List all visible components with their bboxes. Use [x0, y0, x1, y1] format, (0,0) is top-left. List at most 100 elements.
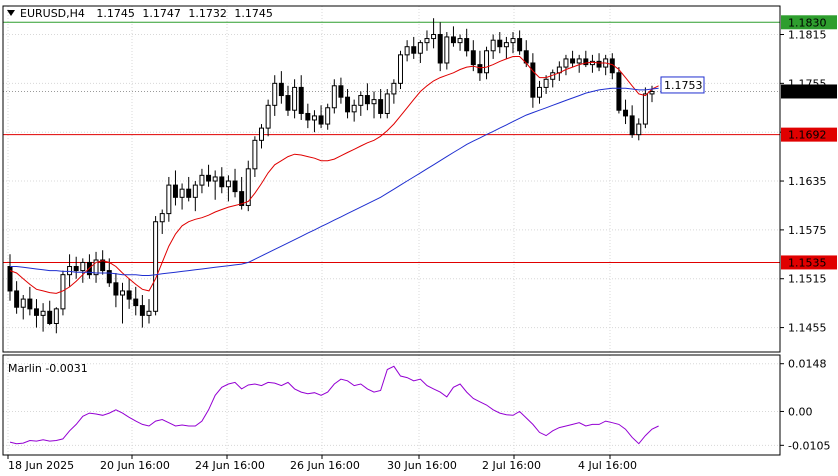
candle-body [444, 36, 450, 64]
candle-body [358, 95, 364, 106]
candle-body [199, 174, 205, 186]
candle-body [53, 308, 59, 325]
candle-body [576, 58, 582, 64]
candle-body [404, 46, 410, 56]
candle-body [113, 282, 119, 296]
candle-body [417, 42, 423, 54]
candle-body [450, 36, 456, 44]
candle-body [391, 82, 397, 95]
candle-body [212, 176, 218, 182]
candle-body [93, 259, 99, 276]
price-tick-label: 1.1575 [788, 224, 827, 237]
candle-body [259, 127, 264, 141]
candle-body [351, 104, 357, 113]
candle-body [384, 93, 390, 114]
indicator-label: Marlin -0.0031 [8, 362, 88, 375]
fast_ma-line [9, 56, 659, 294]
candle-body [490, 39, 496, 52]
candle-body [629, 115, 635, 136]
candle-body [172, 184, 178, 198]
ma-value-badge [660, 76, 705, 94]
candle-body [543, 78, 549, 88]
candle-body [338, 85, 344, 98]
current-price-label: 1.1745 [788, 85, 827, 98]
time-tick-label: 18 Jun 2025 [8, 459, 74, 472]
candle-body [530, 62, 536, 98]
candle-body [139, 305, 145, 316]
candle-body [364, 95, 370, 105]
candlesticks [7, 18, 655, 334]
price-tick-label: 1.1455 [788, 322, 827, 335]
candle-body [570, 58, 576, 64]
candle-body [153, 221, 159, 312]
candle-body [40, 310, 46, 316]
candle-body [106, 270, 112, 284]
candle-body [120, 290, 126, 296]
candle-body [636, 123, 642, 136]
current-price-badge [781, 84, 837, 99]
candle-body [20, 298, 26, 308]
candle-body [371, 99, 377, 105]
candle-body [318, 115, 324, 125]
candle-body [616, 72, 622, 111]
candle-body [100, 259, 106, 272]
candle-body [126, 290, 132, 300]
moving-averages [9, 56, 659, 294]
candle-body [510, 38, 516, 44]
price-tick-label: 1.1515 [788, 273, 827, 286]
candle-body [457, 38, 463, 44]
ma-value-label: 1.1753 [664, 79, 703, 92]
candle-body [437, 33, 443, 64]
candle-body [14, 290, 20, 308]
candle-body [166, 184, 172, 215]
header-low: 1.1732 [188, 7, 227, 20]
level-badge-label: 1.1830 [788, 16, 827, 29]
candle-body [33, 308, 39, 316]
candle-body [398, 54, 403, 84]
oscillator-tick-label: -0.0105 [788, 439, 830, 452]
symbol-label: EURUSD,H4 1.1745 1.1747 1.1732 1.1745 [20, 7, 273, 20]
candle-body [642, 93, 648, 125]
candle-body [239, 191, 245, 206]
candle-body [285, 95, 291, 111]
candle-body [583, 58, 589, 66]
candle-body [7, 266, 13, 292]
candle-body [133, 298, 139, 307]
candle-body [378, 99, 384, 114]
oscillator-axis: 0.0148 0.00 -0.0105 [780, 358, 830, 452]
candle-body [159, 213, 165, 223]
candle-body [497, 39, 503, 48]
time-axis: 18 Jun 2025 20 Jun 16:00 24 Jun 16:00 26 Ju… [7, 455, 637, 472]
candle-body [252, 139, 258, 170]
oscillator-tick-label: 0.0148 [788, 358, 827, 371]
candle-body [292, 86, 298, 111]
candle-body [536, 86, 542, 98]
candle-body [80, 261, 86, 272]
candle-body [596, 60, 602, 68]
candle-body [411, 46, 417, 54]
candle-body [470, 50, 476, 66]
candle-body [278, 82, 284, 97]
time-tick-label: 30 Jun 16:00 [387, 459, 457, 472]
level-badge-label: 1.1692 [788, 129, 827, 142]
time-tick-label: 2 Jul 16:00 [482, 459, 541, 472]
price-pane-frame [2, 5, 781, 353]
header-close: 1.1745 [234, 7, 273, 20]
price-tick-label: 1.1815 [788, 28, 827, 41]
candle-body [186, 188, 192, 198]
candle-body [431, 33, 437, 40]
candle-body [649, 90, 655, 95]
collapse-triangle-icon[interactable] [7, 10, 15, 16]
time-tick-label: 24 Jun 16:00 [195, 459, 265, 472]
oscillator-grid [3, 355, 780, 455]
candle-body [424, 38, 430, 44]
header-high: 1.1747 [142, 7, 181, 20]
price-badges: 1.1830 1.1692 1.1535 1.1753 1.1745 [660, 15, 837, 270]
candle-body [245, 168, 251, 206]
candle-body [298, 86, 304, 114]
oscillator-pane-frame [2, 354, 781, 456]
time-tick-label: 4 Jul 16:00 [578, 459, 637, 472]
price-tick-label: 1.1635 [788, 175, 827, 188]
candle-body [464, 38, 470, 52]
